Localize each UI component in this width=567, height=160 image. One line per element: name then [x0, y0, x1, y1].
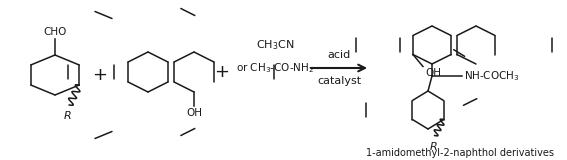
Text: R: R	[64, 111, 71, 121]
Text: NH-COCH$_3$: NH-COCH$_3$	[464, 69, 519, 83]
Text: 1-amidomethyl-2-naphthol derivatives: 1-amidomethyl-2-naphthol derivatives	[366, 148, 554, 158]
Text: OH: OH	[425, 68, 441, 79]
Text: or CH$_3$-CO-NH$_2$: or CH$_3$-CO-NH$_2$	[236, 61, 314, 75]
Text: acid: acid	[327, 50, 350, 60]
Text: catalyst: catalyst	[317, 76, 361, 86]
Text: +: +	[92, 66, 108, 84]
Text: CH$_3$CN: CH$_3$CN	[256, 38, 294, 52]
Text: CHO: CHO	[43, 27, 67, 37]
Text: OH: OH	[186, 108, 202, 118]
Text: +: +	[214, 63, 230, 81]
Text: R: R	[430, 141, 438, 152]
